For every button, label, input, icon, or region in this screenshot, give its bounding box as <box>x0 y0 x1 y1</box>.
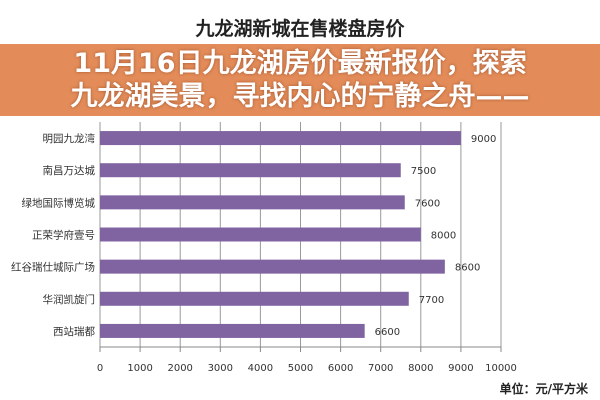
category-label: 华润凯旋门 <box>43 293 96 306</box>
bar <box>100 227 421 242</box>
headline: 11月16日九龙湖房价最新报价，探索 九龙湖美景，寻找内心的宁静之舟—— <box>0 47 600 113</box>
x-tick-label: 7000 <box>368 363 393 374</box>
data-label: 7700 <box>419 295 444 306</box>
unit-label: 单位：元/平方米 <box>499 382 588 396</box>
data-label: 7500 <box>411 166 436 177</box>
category-label: 西站瑞都 <box>53 325 95 338</box>
category-label: 明园九龙湾 <box>43 132 96 145</box>
x-tick-label: 9000 <box>448 363 473 374</box>
bar <box>100 163 401 178</box>
data-label: 9000 <box>471 134 496 145</box>
bar <box>100 291 409 306</box>
headline-line-2: 九龙湖美景，寻找内心的宁静之舟—— <box>70 81 530 112</box>
headline-banner <box>0 44 600 116</box>
x-tick-label: 5000 <box>288 363 313 374</box>
data-label: 8000 <box>431 231 456 242</box>
x-tick-label: 0 <box>97 363 103 374</box>
x-tick-label: 1000 <box>127 363 152 374</box>
x-tick-label: 6000 <box>328 363 353 374</box>
category-label: 正荣学府壹号 <box>32 229 95 242</box>
category-label: 南昌万达城 <box>43 164 96 177</box>
x-tick-label: 2000 <box>167 363 192 374</box>
x-tick-label: 8000 <box>408 363 433 374</box>
x-tick-label: 3000 <box>208 363 233 374</box>
bar <box>100 131 461 146</box>
category-label: 红谷瑞仕城际广场 <box>11 261 95 274</box>
x-tick-label: 4000 <box>248 363 273 374</box>
bar <box>100 323 365 338</box>
chart-title: 九龙湖新城在售楼盘房价 <box>195 18 405 40</box>
data-label: 6600 <box>375 327 400 338</box>
data-label: 7600 <box>415 198 440 209</box>
bar <box>100 259 445 274</box>
x-tick-label: 10000 <box>485 363 517 374</box>
headline-line-1: 11月16日九龙湖房价最新报价，探索 <box>73 48 527 79</box>
data-label: 8600 <box>455 263 480 274</box>
category-label: 绿地国际博览城 <box>22 196 96 209</box>
bar <box>100 195 405 210</box>
